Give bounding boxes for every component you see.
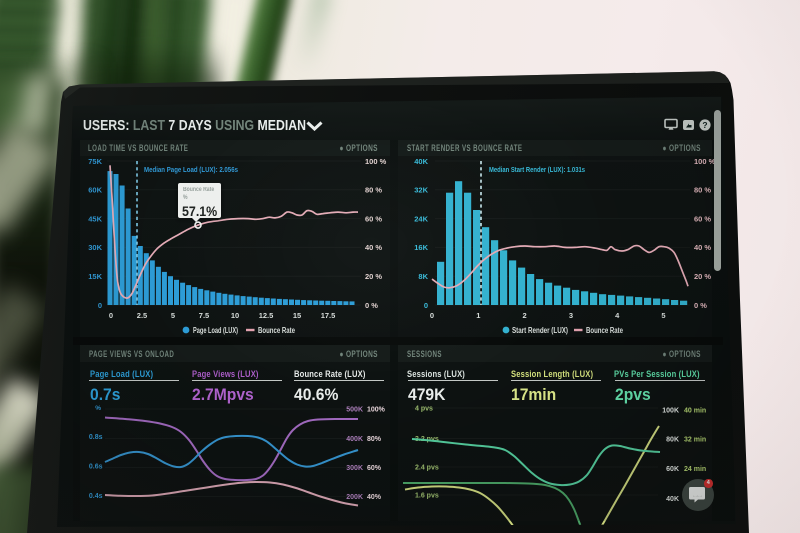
svg-text:7.5: 7.5 [199, 311, 209, 320]
svg-text:400K: 400K [346, 436, 363, 443]
svg-text:100%: 100% [367, 407, 386, 414]
svg-text:15K: 15K [88, 272, 102, 281]
svg-text:2: 2 [523, 311, 527, 320]
svg-text:40K: 40K [666, 496, 679, 503]
svg-text:?: ? [702, 120, 707, 130]
svg-text:40%: 40% [367, 494, 382, 501]
svg-text:Median Start Render (LUX): 1.0: Median Start Render (LUX): 1.031s [489, 165, 585, 174]
svg-text:3: 3 [569, 311, 573, 320]
svg-text:10: 10 [231, 311, 239, 320]
svg-text:40 min: 40 min [684, 408, 706, 415]
svg-text:80K: 80K [666, 437, 679, 444]
svg-text:0.4s: 0.4s [89, 493, 103, 500]
svg-text:30K: 30K [88, 243, 102, 252]
svg-text:60K: 60K [88, 186, 102, 195]
svg-text:100K: 100K [662, 408, 679, 415]
svg-text:60%: 60% [367, 465, 382, 472]
svg-text:500K: 500K [346, 407, 363, 414]
svg-text:%: % [95, 405, 101, 412]
svg-text:2.4 pvs: 2.4 pvs [415, 465, 439, 472]
svg-text:2.5: 2.5 [137, 311, 147, 320]
svg-text:Median Page Load (LUX): 2.056s: Median Page Load (LUX): 2.056s [144, 165, 238, 174]
svg-text:200K: 200K [346, 494, 363, 501]
svg-text:60 %: 60 % [365, 214, 382, 223]
svg-text:4: 4 [615, 311, 620, 320]
svg-text:100 %: 100 % [365, 157, 387, 166]
svg-text:Start Render (LUX): Start Render (LUX) [512, 326, 568, 335]
svg-text:32K: 32K [414, 186, 428, 195]
svg-text:80 %: 80 % [365, 186, 382, 195]
svg-text:4 pvs: 4 pvs [415, 406, 433, 413]
svg-text:60K: 60K [666, 466, 679, 473]
svg-text:Bounce Rate: Bounce Rate [586, 326, 623, 335]
svg-text:40 %: 40 % [694, 243, 711, 252]
svg-text:16K: 16K [414, 243, 428, 252]
svg-text:32 min: 32 min [684, 437, 706, 444]
svg-text:0.8s: 0.8s [89, 434, 103, 441]
svg-text:40K: 40K [414, 157, 428, 166]
svg-text:8K: 8K [418, 272, 428, 281]
svg-text:17.5: 17.5 [321, 311, 336, 320]
svg-text:15: 15 [293, 311, 301, 320]
svg-text:5: 5 [171, 311, 175, 320]
svg-text:40 %: 40 % [365, 243, 382, 252]
svg-text:5: 5 [661, 311, 665, 320]
svg-text:45K: 45K [88, 214, 102, 223]
svg-text:24K: 24K [414, 214, 428, 223]
svg-text:0 %: 0 % [365, 301, 378, 310]
svg-text:0: 0 [424, 301, 428, 310]
svg-text:1.6 pvs: 1.6 pvs [415, 493, 439, 500]
svg-text:20 %: 20 % [365, 272, 382, 281]
svg-text:20 %: 20 % [694, 272, 711, 281]
svg-text:24 min: 24 min [684, 466, 706, 473]
svg-text:1: 1 [476, 311, 480, 320]
svg-text:80%: 80% [367, 436, 382, 443]
svg-text:0: 0 [109, 311, 113, 320]
svg-text:0 %: 0 % [694, 301, 707, 310]
svg-text:0: 0 [98, 301, 102, 310]
svg-text:80 %: 80 % [694, 186, 711, 195]
svg-text:0.6s: 0.6s [89, 464, 103, 471]
svg-text:300K: 300K [346, 465, 363, 472]
svg-text:0: 0 [430, 311, 434, 320]
svg-text:12.5: 12.5 [259, 311, 274, 320]
svg-text:Page Load (LUX): Page Load (LUX) [193, 326, 238, 335]
svg-text:Bounce Rate: Bounce Rate [258, 326, 295, 335]
svg-text:100 %: 100 % [694, 157, 716, 166]
svg-text:60 %: 60 % [694, 214, 711, 223]
svg-text:75K: 75K [88, 157, 102, 166]
